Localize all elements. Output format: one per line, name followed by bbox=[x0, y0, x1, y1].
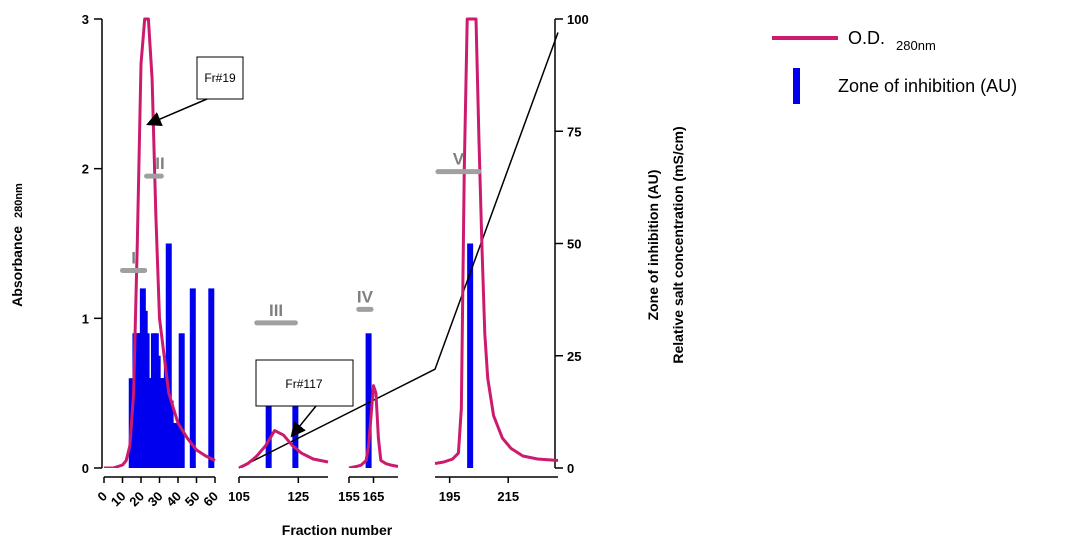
legend-entry-od-sub: 280nm bbox=[896, 38, 936, 53]
svg-text:Absorbance 280nm: Absorbance 280nm bbox=[9, 183, 25, 307]
right-tick-label: 0 bbox=[567, 461, 574, 476]
right-tick-label: 25 bbox=[567, 349, 581, 364]
legend: O.D. 280nm Zone of inhibition (AU) bbox=[772, 28, 1017, 104]
left-axis-title-main: Absorbance bbox=[9, 226, 25, 307]
x-axis-title: Fraction number bbox=[282, 522, 393, 538]
right-axis-title-1: Zone of inhibition (AU) bbox=[645, 170, 661, 321]
legend-entry-zone-label: Zone of inhibition (AU) bbox=[838, 76, 1017, 96]
right-tick-label: 50 bbox=[567, 237, 581, 252]
od-line-segment bbox=[348, 384, 399, 468]
zone-bar bbox=[178, 333, 185, 468]
annotation-label: Fr#117 bbox=[285, 377, 322, 391]
annotation-label: Fr#19 bbox=[204, 71, 236, 85]
zone-label: V bbox=[453, 150, 465, 169]
zone-bar bbox=[175, 423, 181, 468]
x-tick-label: 105 bbox=[228, 489, 250, 504]
legend-entry-od-label: O.D. bbox=[848, 28, 885, 48]
od-line-segment bbox=[238, 429, 329, 468]
right-tick-label: 75 bbox=[567, 124, 581, 139]
od-line-segment bbox=[104, 17, 216, 468]
legend-entry-od: O.D. 280nm bbox=[848, 28, 936, 53]
x-tick-label: 155 bbox=[338, 489, 360, 504]
x-tick-label: 215 bbox=[497, 489, 519, 504]
zone-label: IV bbox=[357, 287, 374, 306]
left-tick-label: 1 bbox=[82, 311, 89, 326]
zone-bar bbox=[208, 288, 215, 468]
zone-bar bbox=[189, 288, 196, 468]
right-tick-label: 100 bbox=[567, 12, 589, 27]
x-tick-label: 195 bbox=[439, 489, 461, 504]
left-tick-label: 3 bbox=[82, 12, 89, 27]
zone-bar bbox=[365, 333, 372, 468]
zone-label: III bbox=[269, 301, 283, 320]
left-tick-label: 2 bbox=[82, 162, 89, 177]
zone-bar bbox=[467, 243, 474, 468]
x-tick-label: 60 bbox=[200, 489, 221, 510]
annotation-box bbox=[255, 359, 354, 407]
legend-bar-swatch bbox=[793, 68, 800, 104]
left-axis-title-sub: 280nm bbox=[13, 183, 25, 218]
annotation-box bbox=[196, 56, 244, 100]
x-tick-label: 165 bbox=[363, 489, 385, 504]
x-tick-label: 0 bbox=[94, 489, 110, 505]
left-axis-title: Absorbance 280nm bbox=[9, 183, 25, 307]
zone-bar bbox=[165, 243, 172, 468]
zone-bar bbox=[265, 400, 272, 468]
zone-label: II bbox=[155, 154, 164, 173]
annotation-arrow bbox=[290, 405, 317, 438]
right-axis-title-2: Relative salt concentration (mS/cm) bbox=[670, 126, 686, 363]
left-tick-label: 0 bbox=[82, 461, 89, 476]
od-line-segment bbox=[434, 17, 559, 465]
zone-label: I bbox=[131, 248, 136, 267]
annotation-arrow bbox=[146, 98, 208, 126]
x-tick-label: 125 bbox=[287, 489, 309, 504]
